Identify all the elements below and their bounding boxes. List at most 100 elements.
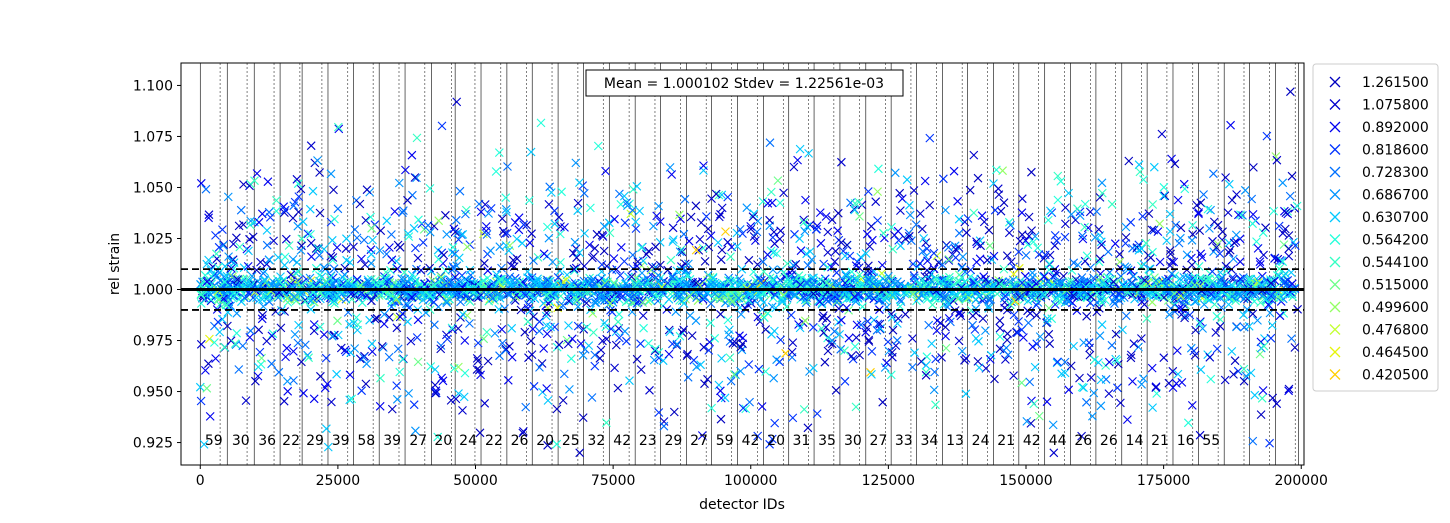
data-point	[698, 243, 708, 253]
data-point	[219, 294, 229, 304]
data-point	[234, 365, 244, 374]
data-point	[532, 280, 542, 290]
data-point	[767, 434, 777, 444]
data-point	[280, 260, 289, 270]
data-point	[775, 234, 785, 244]
data-point	[578, 350, 588, 360]
data-point	[367, 296, 376, 306]
data-point	[758, 257, 768, 267]
data-point	[724, 330, 733, 339]
data-point	[429, 297, 439, 307]
data-point	[1272, 271, 1282, 280]
data-point	[404, 389, 413, 398]
x-tick-label: 175000	[1137, 473, 1190, 489]
data-point	[257, 353, 266, 363]
data-point	[257, 314, 267, 324]
data-point	[972, 279, 982, 288]
data-point	[412, 173, 421, 183]
data-point	[601, 166, 610, 176]
data-point	[319, 330, 329, 339]
data-point	[546, 188, 556, 197]
data-point	[320, 280, 329, 289]
data-point	[250, 176, 259, 186]
data-point	[1023, 296, 1033, 306]
data-point	[679, 229, 689, 239]
data-point	[537, 359, 547, 368]
data-point	[395, 367, 405, 377]
data-point	[512, 234, 522, 244]
data-point	[565, 385, 574, 394]
data-point	[716, 255, 726, 265]
bank-label: 35	[818, 433, 836, 449]
data-point	[522, 220, 532, 230]
data-point	[327, 331, 337, 341]
data-point	[986, 295, 996, 304]
data-point	[679, 325, 688, 335]
data-point	[454, 389, 463, 398]
data-point	[311, 244, 321, 253]
data-point	[757, 402, 767, 411]
data-point	[533, 253, 543, 262]
data-point	[632, 181, 642, 191]
data-point	[527, 229, 536, 239]
data-point	[521, 402, 531, 412]
data-point	[1206, 289, 1216, 299]
data-point	[695, 235, 705, 244]
data-point	[555, 229, 565, 239]
data-point	[1242, 304, 1252, 314]
data-point	[725, 353, 735, 362]
data-point	[349, 290, 359, 300]
data-point	[769, 373, 779, 383]
data-point	[768, 265, 778, 275]
y-tick-label: 0.950	[133, 385, 173, 401]
data-point	[289, 201, 299, 211]
data-point	[357, 254, 366, 264]
data-point	[199, 440, 209, 449]
data-point	[736, 310, 746, 319]
data-point	[664, 349, 674, 359]
data-point	[918, 275, 927, 285]
data-point	[252, 265, 261, 275]
data-point	[309, 394, 319, 404]
data-point	[494, 148, 504, 157]
data-point	[234, 221, 244, 231]
data-point	[1256, 298, 1265, 307]
legend-label: 0.544100	[1362, 255, 1429, 271]
data-point	[1151, 276, 1161, 286]
data-point	[614, 333, 624, 343]
data-point	[411, 243, 420, 253]
stats-annotation: Mean = 1.000102 Stdev = 1.22561e-03	[585, 69, 904, 97]
data-point	[765, 273, 775, 283]
data-point	[643, 277, 653, 286]
data-point	[430, 365, 440, 374]
data-point	[387, 255, 397, 265]
data-point	[377, 278, 386, 288]
y-tick-label: 0.925	[133, 436, 173, 452]
data-point	[669, 235, 678, 244]
data-point	[365, 315, 374, 325]
data-point	[368, 235, 377, 245]
data-point	[637, 268, 647, 278]
data-point	[206, 265, 216, 275]
data-point	[486, 204, 496, 213]
stats-text: Mean = 1.000102 Stdev = 1.22561e-03	[604, 76, 884, 92]
data-point	[461, 209, 470, 219]
bank-label: 42	[613, 433, 631, 449]
bank-label: 31	[792, 433, 810, 449]
data-point	[328, 255, 338, 265]
data-point	[587, 276, 597, 286]
data-point	[943, 280, 952, 290]
data-point	[572, 253, 581, 263]
data-point	[342, 234, 351, 244]
data-point	[1056, 297, 1065, 307]
data-point	[363, 275, 373, 285]
data-point	[305, 273, 315, 283]
data-point	[529, 312, 538, 321]
bank-label: 26	[1100, 433, 1118, 449]
data-point	[742, 203, 752, 213]
data-point	[864, 291, 873, 300]
data-point	[790, 291, 800, 300]
data-point	[345, 395, 355, 405]
data-point	[615, 189, 624, 199]
data-point	[613, 383, 623, 393]
